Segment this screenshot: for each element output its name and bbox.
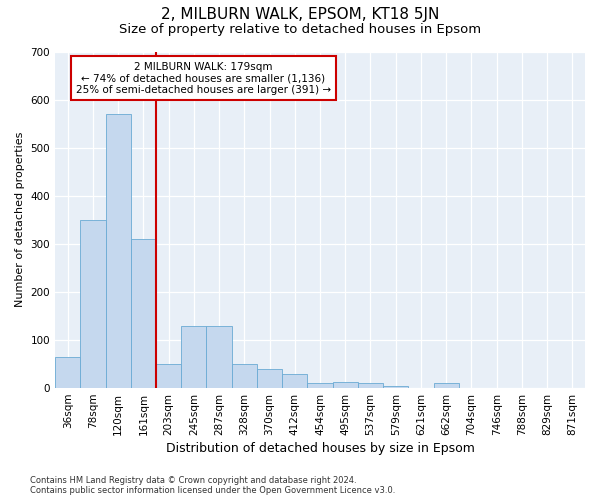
Y-axis label: Number of detached properties: Number of detached properties [15, 132, 25, 308]
Bar [232, 364, 257, 388]
Text: 2 MILBURN WALK: 179sqm
← 74% of detached houses are smaller (1,136)
25% of semi-: 2 MILBURN WALK: 179sqm ← 74% of detached… [76, 62, 331, 95]
X-axis label: Distribution of detached houses by size in Epsom: Distribution of detached houses by size … [166, 442, 475, 455]
Bar [80, 220, 106, 388]
Text: Size of property relative to detached houses in Epsom: Size of property relative to detached ho… [119, 22, 481, 36]
Bar [206, 326, 232, 388]
Bar [257, 369, 282, 388]
Bar [282, 374, 307, 388]
Bar [307, 384, 332, 388]
Bar [55, 357, 80, 388]
Bar [131, 239, 156, 388]
Bar [383, 386, 409, 388]
Bar [332, 382, 358, 388]
Bar [181, 326, 206, 388]
Text: 2, MILBURN WALK, EPSOM, KT18 5JN: 2, MILBURN WALK, EPSOM, KT18 5JN [161, 8, 439, 22]
Text: Contains HM Land Registry data © Crown copyright and database right 2024.
Contai: Contains HM Land Registry data © Crown c… [30, 476, 395, 495]
Bar [106, 114, 131, 388]
Bar [156, 364, 181, 388]
Bar [358, 384, 383, 388]
Bar [434, 384, 459, 388]
